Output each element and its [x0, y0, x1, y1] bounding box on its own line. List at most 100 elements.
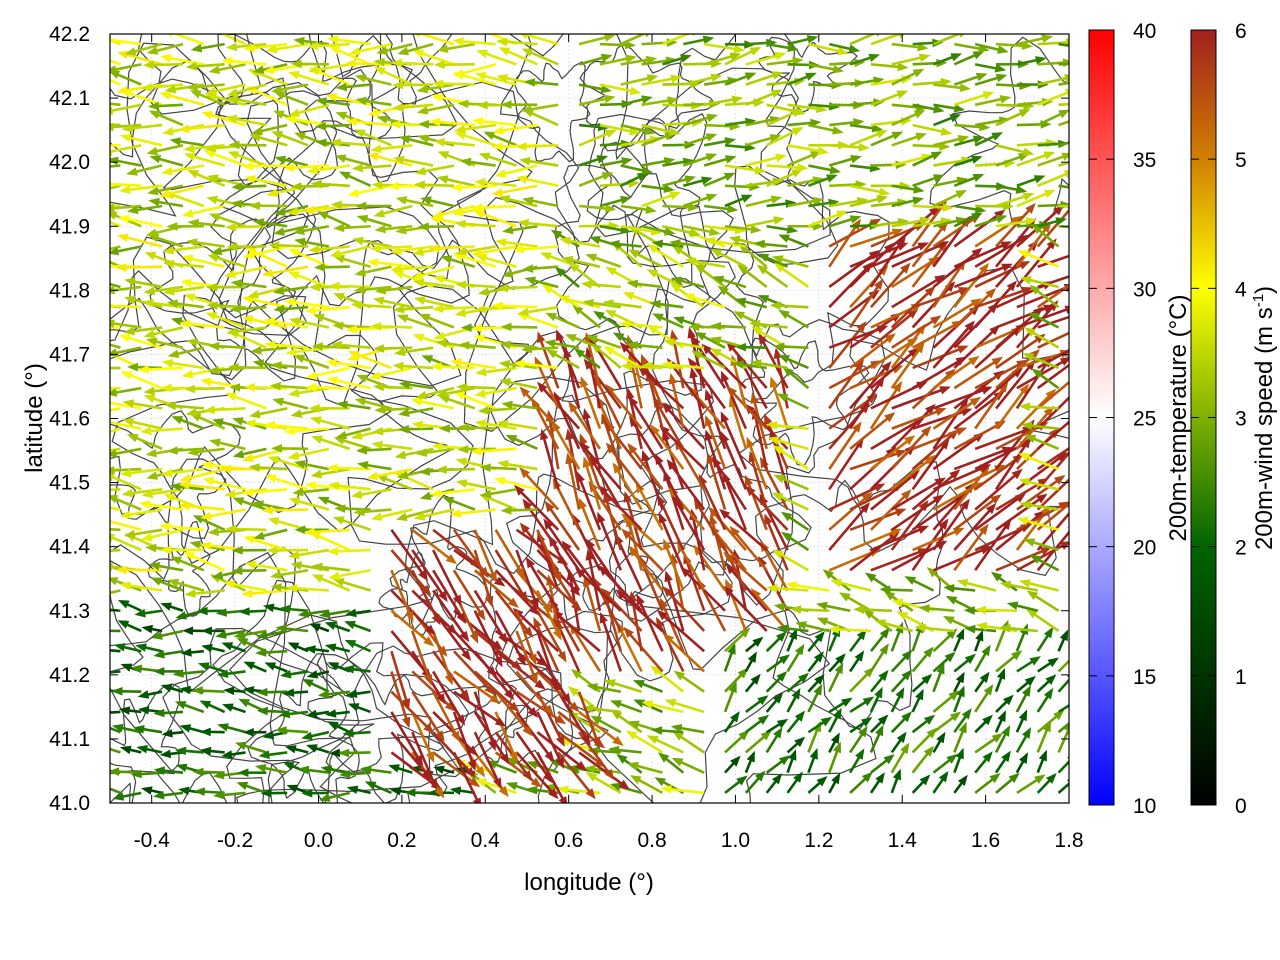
wind-arrow-head — [236, 638, 249, 647]
wind-arrow-shaft — [110, 447, 121, 452]
wind-arrow-head — [717, 285, 729, 296]
wind-arrow — [1036, 396, 1069, 430]
wind-arrow-head — [326, 376, 338, 385]
wind-arrow-head — [149, 155, 162, 164]
wind-arrow — [765, 671, 788, 693]
wind-arrow-head — [989, 773, 1001, 784]
wind-arrow — [870, 435, 916, 471]
wind-arrow-shaft — [953, 494, 1000, 531]
wind-arrow-head — [344, 639, 357, 649]
wind-arrow-shaft — [513, 608, 560, 653]
wind-arrow-head — [206, 195, 218, 205]
wind-arrow-shaft — [674, 440, 706, 490]
wind-arrow — [174, 701, 205, 714]
wind-arrow — [807, 747, 818, 774]
wind-arrow-head — [933, 104, 945, 114]
wind-arrow — [1036, 674, 1057, 693]
wind-arrow-head — [484, 684, 496, 696]
wind-arrow — [745, 153, 787, 167]
wind-arrow-head — [1018, 477, 1031, 487]
wind-arrow — [189, 90, 226, 107]
wind-arrow-shaft — [709, 507, 747, 551]
wind-arrow — [411, 670, 456, 712]
wind-arrow — [266, 546, 309, 555]
wind-arrow-shaft — [110, 282, 121, 289]
wind-arrow — [745, 89, 783, 107]
wind-arrow — [161, 164, 205, 176]
wind-arrow-head — [609, 782, 622, 792]
wind-arrow-head — [861, 717, 873, 727]
wind-arrow-head — [832, 741, 841, 754]
wind-arrow-head — [669, 127, 681, 136]
wind-arrow — [180, 648, 204, 657]
wind-arrow-head — [268, 241, 280, 250]
wind-arrow — [315, 97, 350, 107]
wind-arrow-head — [900, 262, 911, 274]
wind-arrow — [287, 642, 309, 653]
wind-arrow-head — [110, 349, 112, 353]
wind-arrow — [114, 643, 142, 653]
wind-arrow-head — [664, 570, 673, 583]
wind-arrow — [828, 625, 872, 634]
wind-arrow-head — [288, 248, 300, 257]
wind-arrow-head — [971, 247, 983, 258]
wind-arrow-shaft — [953, 357, 1002, 390]
wind-arrow-head — [641, 166, 654, 175]
wind-arrow — [1016, 501, 1069, 531]
wind-arrow-head — [778, 654, 791, 665]
wind-arrow-shaft — [473, 751, 508, 796]
wind-arrow-head — [159, 91, 171, 100]
wind-arrow-head — [914, 342, 925, 354]
wind-arrow — [223, 580, 267, 592]
wind-arrow-head — [446, 623, 458, 635]
wind-arrow-shaft — [995, 547, 1050, 572]
wind-arrow — [1016, 305, 1069, 329]
wind-arrow-shaft — [1058, 120, 1069, 127]
wind-arrow — [586, 683, 622, 693]
wind-arrow-head — [140, 426, 152, 436]
wind-arrow — [398, 380, 434, 390]
wind-arrow — [517, 218, 559, 228]
wind-arrow — [122, 399, 163, 410]
wind-arrow — [829, 143, 870, 152]
wind-arrow — [912, 123, 953, 136]
wind-arrow-head — [437, 645, 448, 657]
wind-arrow — [583, 358, 622, 410]
wind-arrow-shaft — [933, 386, 991, 410]
wind-arrow-head — [344, 621, 356, 630]
wind-arrow-head — [1059, 357, 1069, 366]
wind-arrow-head — [279, 604, 291, 614]
wind-arrow — [627, 442, 664, 491]
wind-arrow-head — [575, 760, 588, 771]
wind-arrow-head — [964, 653, 976, 664]
wind-arrow-head — [652, 313, 664, 322]
wind-arrow-shaft — [515, 751, 558, 798]
wind-arrow-shaft — [828, 492, 872, 531]
wind-arrow — [706, 452, 727, 510]
wind-arrow — [390, 609, 435, 647]
wind-arrow-head — [212, 770, 225, 780]
wind-arrow — [724, 224, 762, 234]
wind-arrow-head — [388, 764, 400, 773]
wind-arrow-head — [486, 666, 498, 677]
wind-arrow — [828, 697, 853, 714]
wind-arrow — [271, 444, 309, 453]
wind-arrow — [244, 175, 288, 188]
wind-arrow — [110, 427, 121, 433]
wind-arrow-shaft — [452, 751, 481, 803]
wind-arrow — [120, 371, 163, 390]
wind-arrow-head — [294, 132, 306, 141]
wind-arrow-head — [858, 725, 868, 738]
wind-arrow — [891, 132, 928, 147]
wind-arrow — [475, 366, 517, 377]
wind-arrow — [123, 326, 163, 336]
wind-arrow — [1058, 161, 1069, 167]
wind-arrow-head — [894, 508, 907, 517]
wind-arrow-head — [620, 196, 632, 205]
wind-arrow-head — [243, 661, 256, 670]
wind-arrow-shaft — [890, 427, 931, 470]
wind-arrow-head — [401, 698, 411, 710]
wind-arrow-head — [901, 649, 913, 661]
wind-arrow-head — [454, 219, 466, 229]
wind-arrow — [392, 80, 434, 90]
